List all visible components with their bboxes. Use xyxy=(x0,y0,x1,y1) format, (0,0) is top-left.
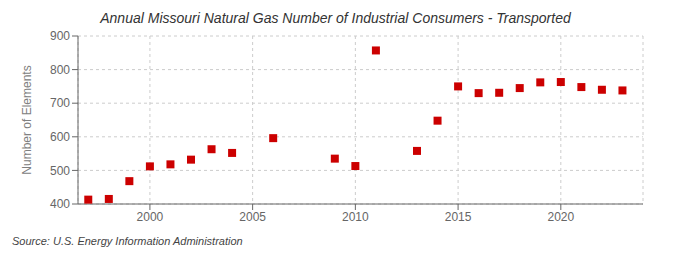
svg-text:800: 800 xyxy=(50,63,70,77)
svg-text:400: 400 xyxy=(50,197,70,211)
svg-text:700: 700 xyxy=(50,96,70,110)
svg-text:2010: 2010 xyxy=(342,210,369,224)
svg-text:2020: 2020 xyxy=(547,210,574,224)
svg-text:2015: 2015 xyxy=(445,210,472,224)
svg-text:500: 500 xyxy=(50,164,70,178)
svg-text:900: 900 xyxy=(50,29,70,43)
svg-text:Number of Elements: Number of Elements xyxy=(20,65,34,174)
svg-text:600: 600 xyxy=(50,130,70,144)
html-text:Source: U.S. Energy Informatio: Source: U.S. Energy Information Administ… xyxy=(12,235,243,247)
html-text:Annual Missouri Natural Gas Nu: Annual Missouri Natural Gas Number of In… xyxy=(100,10,571,26)
svg-text:2005: 2005 xyxy=(239,210,266,224)
svg-text:2000: 2000 xyxy=(137,210,164,224)
